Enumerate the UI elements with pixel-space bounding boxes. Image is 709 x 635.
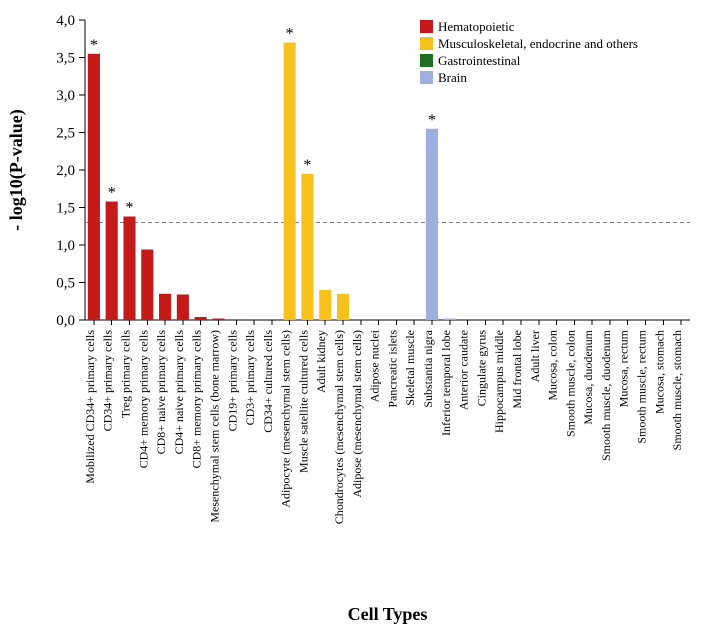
x-tick-label: CD19+ primary cells (225, 330, 239, 432)
legend-swatch (420, 54, 433, 67)
significance-star: * (286, 26, 294, 43)
x-tick-label: Smooth muscle, stomach (670, 330, 684, 450)
y-tick-label: 3,5 (56, 51, 75, 67)
x-tick-label: Pancreatic islets (385, 330, 399, 408)
x-tick-label: Mucosa, rectum (617, 329, 631, 407)
x-tick-label: Chondrocytes (mesenchymal stem cells) (332, 330, 346, 524)
x-tick-label: Mucosa, duodenum (581, 329, 595, 424)
bar (337, 294, 349, 320)
bar (106, 202, 118, 321)
x-tick-label: Muscle satellite cultured cells (296, 330, 310, 473)
x-tick-label: Substantia nigra (421, 329, 435, 407)
legend-swatch (420, 37, 433, 50)
y-tick-label: 1,0 (56, 238, 75, 254)
significance-star: * (108, 185, 116, 202)
significance-star: * (125, 200, 133, 217)
legend-label: Musculoskeletal, endocrine and others (438, 36, 638, 51)
x-axis-label: Cell Types (348, 604, 428, 624)
x-tick-label: CD3+ primary cells (243, 330, 257, 426)
x-tick-label: Adipose nuclei (368, 329, 382, 402)
x-tick-label: Smooth muscle, colon (563, 330, 577, 437)
y-tick-label: 1,5 (56, 201, 75, 217)
x-tick-label: CD34+ cultured cells (261, 330, 275, 433)
x-tick-label: Adult kidney (314, 330, 328, 393)
bar (88, 54, 100, 320)
bar (177, 295, 189, 321)
chart-svg: 0,0 0,5 1,0 1,5 2,0 2,5 3,0 3,5 4,0 * Mobilized CD… (0, 0, 709, 635)
bar (284, 43, 296, 321)
x-tick-label: CD8+ naive primary cells (154, 330, 168, 455)
x-tick-label: Cingulate gyrus (474, 330, 488, 407)
bar (301, 174, 313, 320)
y-tick-label: 4,0 (56, 13, 75, 29)
bar (123, 217, 135, 321)
bar (141, 250, 153, 321)
bar-chart: 0,0 0,5 1,0 1,5 2,0 2,5 3,0 3,5 4,0 * Mobilized CD… (0, 0, 709, 635)
x-tick-label: Mid frontal lobe (510, 330, 524, 409)
x-tick-label: Smooth muscle, duodenum (599, 329, 613, 461)
legend-label: Gastrointestinal (438, 53, 521, 68)
y-tick-label: 0,0 (56, 313, 75, 329)
bar (159, 294, 171, 320)
y-tick-label: 2,5 (56, 126, 75, 142)
bar (195, 317, 207, 320)
x-tick-label: Mobilized CD34+ primary cells (83, 330, 97, 484)
x-tick-label: Inferior temporal lobe (439, 330, 453, 436)
x-tick-label: CD4+ naive primary cells (172, 330, 186, 455)
y-tick-label: 3,0 (56, 88, 75, 104)
x-tick-label: Treg primary cells (118, 330, 132, 419)
x-tick-label: CD34+ primary cells (101, 330, 115, 432)
legend-swatch (420, 71, 433, 84)
y-tick-label: 0,5 (56, 276, 75, 292)
x-tick-label: Skeletal muscle (403, 330, 417, 406)
x-tick-label: Mucosa, colon (546, 330, 560, 401)
significance-star: * (303, 157, 311, 174)
legend-swatch (420, 20, 433, 33)
significance-star: * (90, 37, 98, 54)
significance-star: * (428, 112, 436, 129)
x-tick-label: Anterior caudate (457, 330, 471, 410)
x-tick-label: Adipocyte (mesenchymal stem cells) (279, 330, 293, 508)
x-tick-label: Hippocampus middle (492, 330, 506, 433)
legend-label: Hematopoietic (438, 19, 515, 34)
bar (426, 129, 438, 320)
x-tick-label: CD4+ memory primary cells (136, 330, 150, 469)
bar (319, 290, 331, 320)
bar (212, 319, 224, 321)
x-tick-label: Smooth muscle, rectum (635, 329, 649, 443)
x-tick-label: Mesenchymal stem cells (bone marrow) (207, 330, 221, 523)
x-tick-label: Adult liver (528, 330, 542, 382)
y-tick-label: 2,0 (56, 163, 75, 179)
x-tick-label: Mucosa, stomach (652, 330, 666, 414)
y-axis-label: - log10(P-value) (6, 109, 27, 230)
legend-label: Brain (438, 70, 467, 85)
x-tick-label: CD8+ memory primary cells (190, 330, 204, 469)
x-tick-label: Adipose (mesenchymal stem cells) (350, 330, 364, 498)
bar (444, 319, 456, 321)
